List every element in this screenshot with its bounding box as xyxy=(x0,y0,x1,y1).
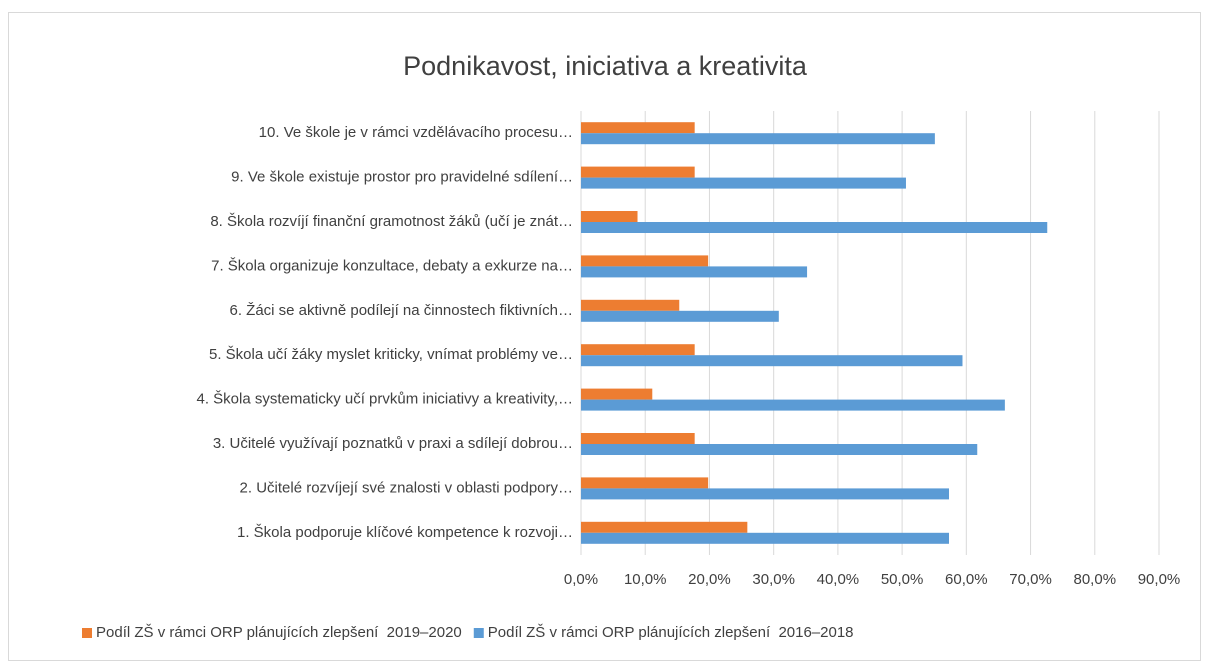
y-tick-label: 2. Učitelé rozvíjejí své znalosti v obla… xyxy=(240,479,573,496)
bar xyxy=(581,532,949,544)
bar xyxy=(581,433,695,444)
bar xyxy=(581,177,906,189)
legend-label: Podíl ZŠ v rámci ORP plánujících zlepšen… xyxy=(96,624,462,641)
bar xyxy=(581,266,808,278)
x-tick-label: 80,0% xyxy=(1074,571,1117,588)
bar xyxy=(581,477,709,489)
x-tick-label: 0,0% xyxy=(564,571,598,588)
bar xyxy=(581,355,963,367)
bar xyxy=(581,222,1048,233)
x-tick-label: 50,0% xyxy=(881,571,924,588)
x-tick-label: 20,0% xyxy=(688,571,731,588)
bar xyxy=(581,122,695,134)
y-tick-label: 1. Škola podporuje klíčové kompetence k … xyxy=(237,524,573,541)
chart-title: Podnikavost, iniciativa a kreativita xyxy=(403,51,808,81)
y-tick-label: 3. Učitelé využívají poznatků v praxi a … xyxy=(213,435,573,452)
y-tick-label: 4. Škola systematicky učí prvkům iniciat… xyxy=(197,391,574,408)
y-tick-label: 5. Škola učí žáky myslet kriticky, vníma… xyxy=(209,346,573,363)
y-tick-label: 8. Škola rozvíjí finanční gramotnost žák… xyxy=(210,213,573,230)
x-tick-label: 70,0% xyxy=(1009,571,1052,588)
chart-border xyxy=(8,12,1201,661)
bar xyxy=(581,521,748,533)
bar xyxy=(581,388,653,400)
bar xyxy=(581,166,695,178)
x-tick-label: 30,0% xyxy=(752,571,795,588)
x-tick-label: 40,0% xyxy=(817,571,860,588)
bar xyxy=(581,444,978,455)
x-tick-label: 10,0% xyxy=(624,571,667,588)
y-tick-label: 9. Ve škole existuje prostor pro pravide… xyxy=(231,169,573,186)
x-tick-label: 60,0% xyxy=(945,571,988,588)
bar xyxy=(581,399,1005,411)
y-tick-label: 10. Ve škole je v rámci vzdělávacího pro… xyxy=(259,124,573,141)
bar xyxy=(581,211,638,222)
bar xyxy=(581,344,695,356)
y-tick-label: 7. Škola organizuje konzultace, debaty a… xyxy=(211,257,573,274)
x-tick-label: 90,0% xyxy=(1138,571,1181,588)
legend-swatch xyxy=(473,628,484,638)
y-tick-label: 6. Žáci se aktivně podílejí na činnostec… xyxy=(229,302,573,319)
bar xyxy=(581,299,680,311)
bar xyxy=(581,488,949,500)
bar xyxy=(581,310,779,322)
bar xyxy=(581,133,935,145)
legend-swatch xyxy=(82,628,92,638)
legend-label: Podíl ZŠ v rámci ORP plánujících zlepšen… xyxy=(488,624,854,641)
bar xyxy=(581,255,709,267)
